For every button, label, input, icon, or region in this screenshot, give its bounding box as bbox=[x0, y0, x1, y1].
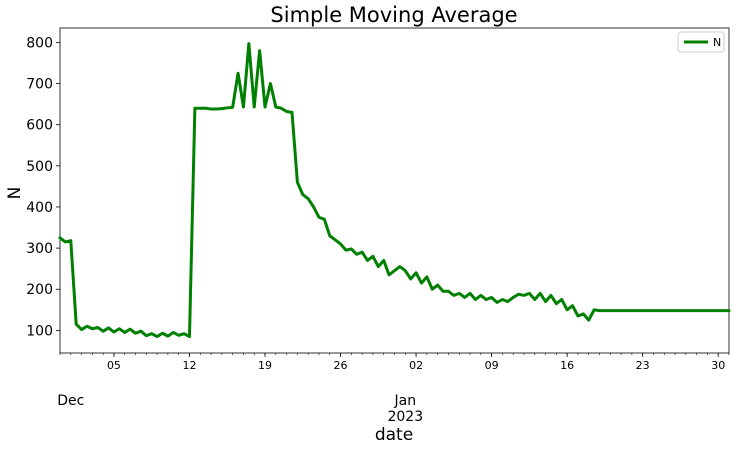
axes-frame bbox=[59, 27, 730, 354]
y-tick-label: 200 bbox=[26, 282, 53, 298]
x-tick-label: 23 bbox=[636, 359, 650, 372]
x-tick-label: 26 bbox=[334, 359, 348, 372]
x-tick-label: 12 bbox=[182, 359, 196, 372]
y-tick-label: 800 bbox=[26, 35, 53, 51]
series-line-N bbox=[58, 42, 731, 339]
x-axis-label: date bbox=[375, 425, 413, 445]
x-tick-label: 09 bbox=[485, 359, 499, 372]
x-tick-label: 30 bbox=[711, 359, 725, 372]
y-tick-label: 700 bbox=[26, 77, 53, 93]
x-major-label: 2023 bbox=[387, 409, 423, 425]
plot-area bbox=[59, 27, 730, 354]
legend-label: N bbox=[713, 36, 721, 49]
x-tick-label: 16 bbox=[560, 359, 574, 372]
x-tick-label: 05 bbox=[107, 359, 121, 372]
chart-title: Simple Moving Average bbox=[270, 3, 517, 27]
y-tick-label: 400 bbox=[26, 200, 53, 216]
y-tick-label: 100 bbox=[26, 323, 53, 339]
x-major-label: Dec bbox=[57, 393, 84, 409]
y-axis-ticks: 100 200 300 400 500 600 700 800 bbox=[26, 35, 60, 339]
y-tick-label: 500 bbox=[26, 159, 53, 175]
x-major-label: Jan bbox=[393, 393, 416, 409]
legend: N bbox=[677, 31, 725, 53]
y-axis-label: N bbox=[5, 187, 25, 200]
y-tick-label: 300 bbox=[26, 241, 53, 257]
y-tick-label: 600 bbox=[26, 118, 53, 134]
series-layer bbox=[58, 42, 731, 339]
x-tick-label: 19 bbox=[258, 359, 272, 372]
x-tick-label: 02 bbox=[409, 359, 423, 372]
